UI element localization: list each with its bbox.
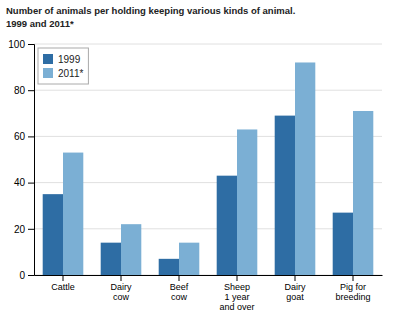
legend-frame xyxy=(38,48,88,84)
bars xyxy=(43,62,374,275)
legend-swatch xyxy=(43,54,53,64)
y-tick-label: 40 xyxy=(14,177,26,188)
y-tick-label: 100 xyxy=(8,39,25,50)
x-tick: Cattle xyxy=(51,275,75,292)
y-axis-line xyxy=(28,45,35,276)
y-tick-label: 20 xyxy=(14,224,26,235)
x-tick-label-line: breeding xyxy=(335,292,370,302)
title: Number of animals per holding keeping va… xyxy=(6,5,295,29)
y-tick: 0 xyxy=(19,270,34,281)
title-line: 1999 and 2011* xyxy=(6,18,74,29)
bar xyxy=(159,259,179,275)
y-tick-label: 80 xyxy=(14,85,26,96)
grid-line xyxy=(34,228,382,229)
x-tick-label: Dairygoat xyxy=(284,282,306,302)
legend-item: 1999 xyxy=(43,54,81,65)
x-tick-label: Cattle xyxy=(51,282,75,292)
x-axis-line xyxy=(35,275,383,276)
y-tick: 40 xyxy=(14,177,34,188)
y-tick: 20 xyxy=(14,224,34,235)
y-tick-label: 0 xyxy=(19,270,25,281)
grid xyxy=(34,44,382,275)
x-tick-label-line: Cattle xyxy=(51,282,75,292)
y-tick: 80 xyxy=(14,85,34,96)
legend-swatch xyxy=(43,68,53,78)
bar xyxy=(101,243,121,275)
y-tick-mark xyxy=(28,275,34,276)
grid-line xyxy=(34,136,382,137)
grid-line xyxy=(34,90,382,91)
x-tick-label-line: 1 year xyxy=(224,292,249,302)
y-tick-mark xyxy=(28,183,34,184)
x-tick-label-line: Beef xyxy=(170,282,189,292)
x-tick-label: Sheep1 yearand over xyxy=(219,282,254,312)
bar xyxy=(333,213,353,275)
y-tick: 100 xyxy=(8,39,34,50)
x-tick-label-line: Dairy xyxy=(110,282,132,292)
grid-line xyxy=(34,275,382,276)
legend-item: 2011* xyxy=(43,68,84,79)
x-tick-mark xyxy=(237,275,238,281)
bar xyxy=(121,224,141,275)
grid-line xyxy=(34,44,382,45)
legend-label: 2011* xyxy=(58,68,84,79)
y-tick-mark xyxy=(28,44,34,45)
y-tick-mark xyxy=(28,229,34,230)
y-axis: 0 20 40 60 80 100 xyxy=(8,39,34,281)
y-tick-mark xyxy=(28,90,34,91)
x-tick-label: Pig forbreeding xyxy=(335,282,370,302)
x-tick: Dairycow xyxy=(110,275,132,302)
x-tick-label-line: Dairy xyxy=(284,282,306,292)
x-tick-label-line: cow xyxy=(113,292,130,302)
bar xyxy=(179,243,199,275)
legend: 1999 2011* xyxy=(38,48,88,84)
y-tick: 60 xyxy=(14,131,34,142)
x-tick: Dairygoat xyxy=(284,275,306,302)
bar xyxy=(237,129,257,275)
chart: Number of animals per holding keeping va… xyxy=(0,0,394,323)
bar-series xyxy=(63,62,373,275)
x-tick-mark xyxy=(353,275,354,281)
bar xyxy=(295,62,315,275)
y-tick-mark xyxy=(28,136,34,137)
x-tick-mark xyxy=(63,275,64,281)
x-tick-mark xyxy=(121,275,122,281)
title-line: Number of animals per holding keeping va… xyxy=(6,5,295,16)
x-tick: Pig forbreeding xyxy=(335,275,370,302)
x-axis: CattleDairycowBeefcowSheep1 yearand over… xyxy=(35,275,383,312)
x-tick: Sheep1 yearand over xyxy=(219,275,254,312)
bar xyxy=(43,194,63,275)
x-tick-mark xyxy=(295,275,296,281)
bar xyxy=(275,116,295,275)
bar xyxy=(217,176,237,275)
grid-line xyxy=(34,182,382,183)
plot: 020406080100CattleDairycowBeefcowSheep1 … xyxy=(8,39,382,312)
x-tick-label: Beefcow xyxy=(170,282,189,302)
bar xyxy=(63,153,83,275)
x-tick-label-line: goat xyxy=(286,292,304,302)
y-tick-label: 60 xyxy=(14,131,26,142)
x-tick-label-line: Pig for xyxy=(340,282,366,292)
x-tick-label-line: Sheep xyxy=(224,282,250,292)
x-tick: Beefcow xyxy=(170,275,189,302)
legend-label: 1999 xyxy=(58,54,81,65)
x-tick-label-line: and over xyxy=(219,302,254,312)
bar xyxy=(353,111,373,275)
x-tick-mark xyxy=(179,275,180,281)
x-tick-label-line: cow xyxy=(171,292,188,302)
x-tick-label: Dairycow xyxy=(110,282,132,302)
